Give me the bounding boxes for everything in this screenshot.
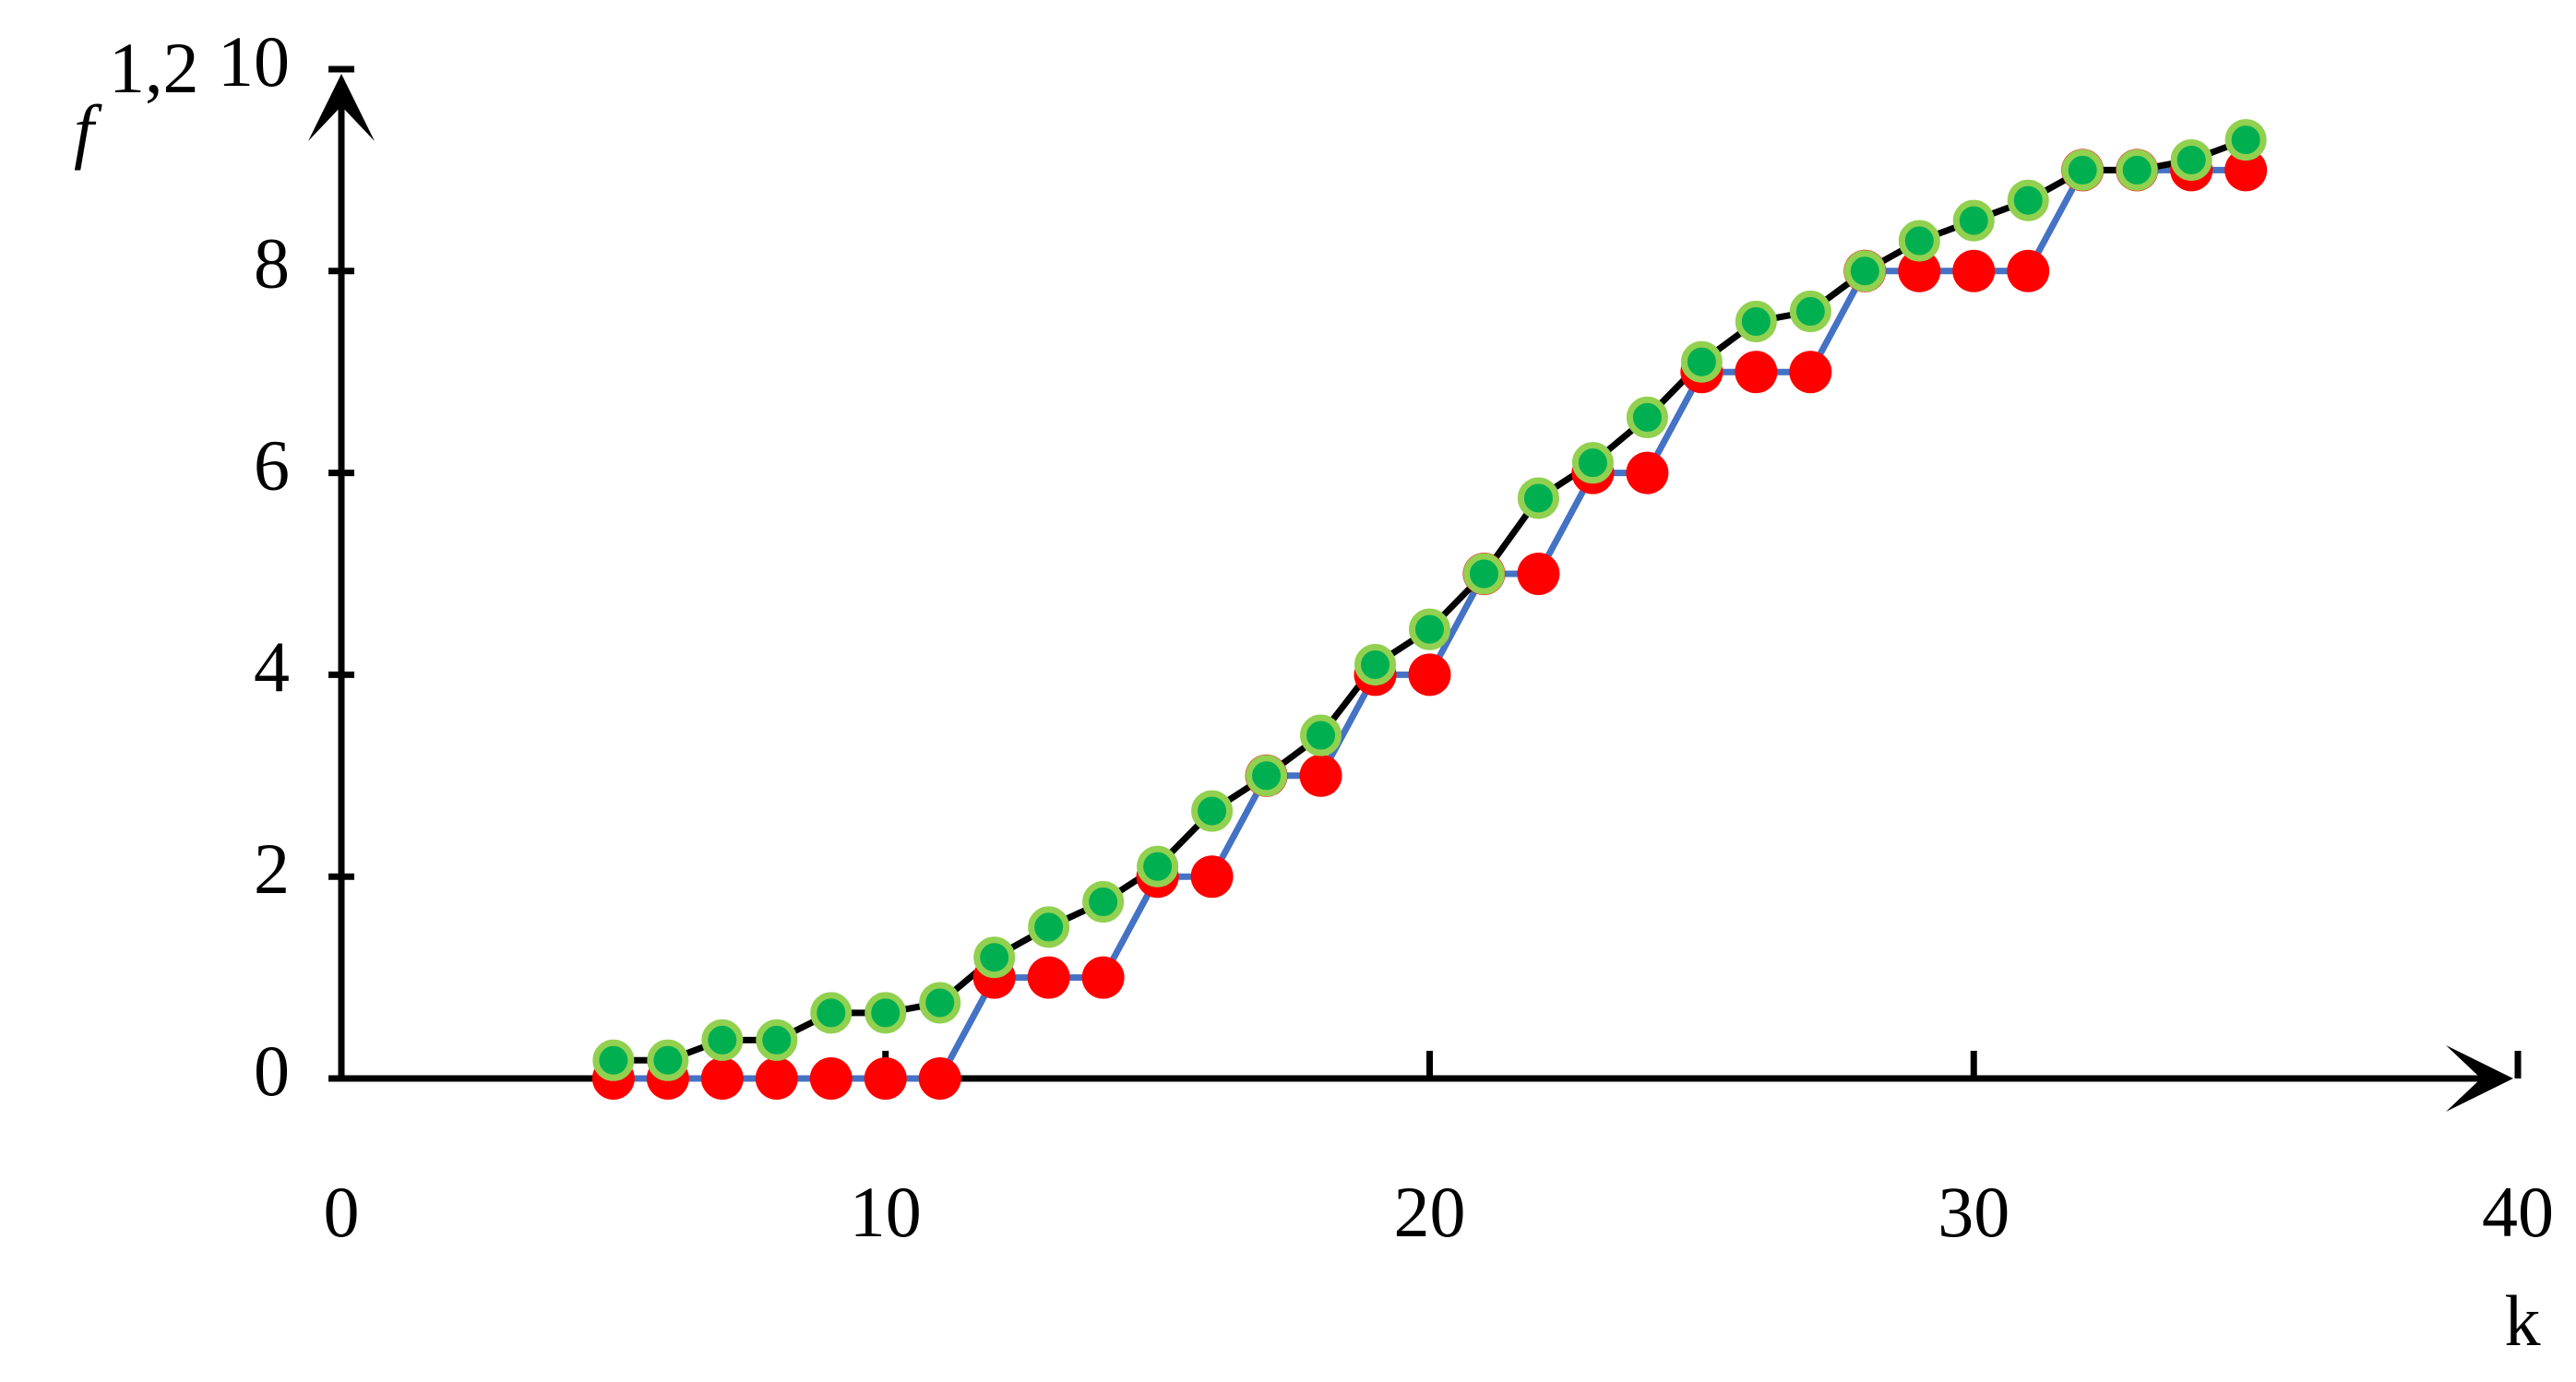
data-point [1898,220,1940,262]
y-tick-label: 4 [254,626,290,707]
data-point [2061,149,2104,191]
y-tick-label: 6 [254,425,290,506]
data-point [1898,249,1941,292]
data-point [1137,845,1179,888]
data-point [1789,351,1832,394]
data-point [1191,790,1234,832]
x-axis-label: k [2505,1281,2541,1361]
data-point [1462,553,1505,595]
data-point [755,1057,798,1100]
data-point [1081,956,1125,999]
x-axis-arrow [2446,1045,2513,1112]
data-point [1789,291,1831,333]
y-axis-label: f [74,90,102,171]
data-point [1843,250,1886,292]
y-tick-label: 10 [218,21,290,101]
x-tick-label: 30 [1938,1172,2010,1252]
data-point [809,1057,853,1100]
data-point [864,1057,907,1100]
data-point [1246,755,1288,797]
data-point [1190,855,1234,899]
x-tick-label: 40 [2482,1172,2554,1252]
data-point [810,992,853,1034]
data-point [1408,653,1451,697]
data-point [1028,906,1070,948]
data-point [2007,179,2049,221]
data-point [1952,199,1995,242]
series-line [613,137,2248,1064]
data-point [701,1019,744,1061]
data-point [1409,608,1450,650]
data-point [1517,477,1559,519]
y-tick-label: 0 [254,1031,290,1111]
data-point [2116,149,2158,191]
data-point [647,1039,689,1081]
data-point [1517,553,1560,595]
x-tick-label: 10 [850,1172,922,1252]
x-tick-label: 20 [1394,1172,1466,1252]
data-point [918,1057,961,1100]
data-point [1626,396,1668,438]
data-point [919,982,961,1024]
data-point [2224,119,2267,161]
data-point [1082,881,1125,923]
data-point [700,1057,744,1100]
data-point [1735,301,1777,342]
data-point [1027,956,1070,999]
data-point [1626,451,1669,494]
y-tick-label: 8 [254,223,290,304]
data-point [1735,351,1778,394]
data-point [1300,714,1342,757]
y-axis-label-subscript: 1,2 [109,28,199,108]
data-point [1354,643,1397,685]
data-point [1680,340,1723,383]
data-point [2007,249,2050,292]
y-tick-label: 2 [254,828,290,909]
data-point [756,1019,798,1061]
x-tick-label: 0 [324,1172,360,1252]
data-point [2170,138,2212,181]
data-point [1571,442,1614,484]
data-point [1299,754,1342,797]
data-point [1952,249,1996,292]
data-point [973,936,1016,979]
data-point [2224,149,2268,192]
data-point [865,992,907,1034]
data-point [592,1039,635,1081]
y-axis-arrow [308,74,375,141]
